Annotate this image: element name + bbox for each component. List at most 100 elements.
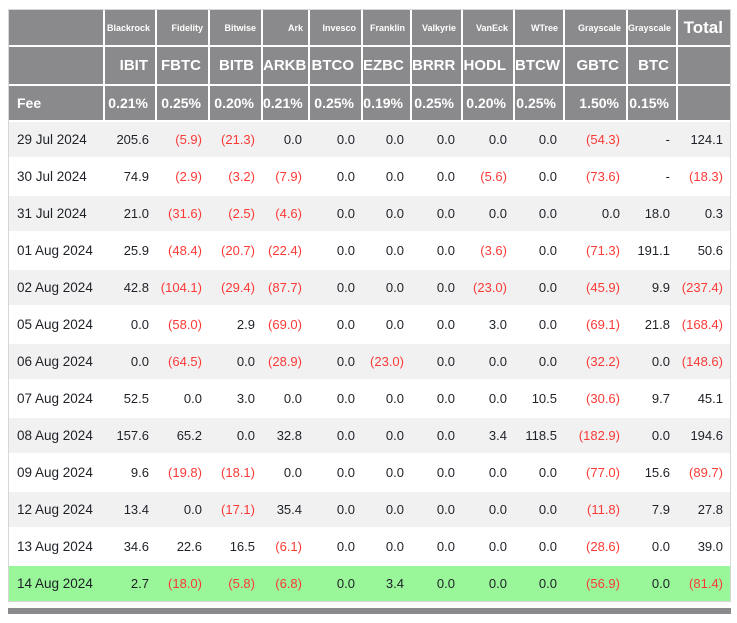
flow-cell: 0.0 <box>436 391 455 406</box>
flow-cell: (5.6) <box>480 169 507 184</box>
flow-cell: 0.0 <box>538 502 557 517</box>
fee-cell: 0.25% <box>309 85 363 122</box>
date-cell: 06 Aug 2024 <box>17 354 93 369</box>
total-cell: (237.4) <box>681 280 723 295</box>
table-header: Blackrock Fidelity Bitwise Ark Invesco Frankl… <box>9 10 730 122</box>
date-cell: 05 Aug 2024 <box>17 317 93 332</box>
flow-cell: 0.0 <box>538 576 557 591</box>
fee-row-label: Fee <box>9 85 105 122</box>
total-cell: 39.0 <box>697 539 723 554</box>
flow-cell: (64.5) <box>168 354 202 369</box>
issuer-header-cell: Invesco <box>309 10 363 47</box>
flow-cell: (5.9) <box>175 132 202 147</box>
flow-cell: 0.0 <box>385 502 404 517</box>
flow-cell: 0.0 <box>538 243 557 258</box>
flow-cell: (69.0) <box>268 317 302 332</box>
flow-cell: 65.2 <box>176 428 202 443</box>
flow-cell: 3.4 <box>488 428 507 443</box>
issuer-header-cell: Grayscale <box>564 10 628 47</box>
total-cell: 194.6 <box>690 428 723 443</box>
table-body: 29 Jul 2024 205.6 (5.9) (21.3) 0.0 0.0 0.0 0.0 0… <box>9 121 730 601</box>
flow-cell: (71.3) <box>586 243 620 258</box>
flow-cell: 2.7 <box>130 576 149 591</box>
flow-cell: (56.9) <box>586 576 620 591</box>
flow-cell: (104.1) <box>160 280 202 295</box>
flow-cell: 0.0 <box>283 132 302 147</box>
flow-cell: 0.0 <box>436 243 455 258</box>
flow-cell: 0.0 <box>336 317 355 332</box>
table-row: 12 Aug 2024 13.4 0.0 (17.1) 35.4 0.0 0.0 0.0 0.0… <box>9 491 730 528</box>
flow-cell: 0.0 <box>336 169 355 184</box>
flow-cell: 0.0 <box>488 354 507 369</box>
flow-cell: 0.0 <box>336 206 355 221</box>
flow-cell: (6.8) <box>275 576 302 591</box>
total-blank-cell <box>677 46 730 86</box>
cutoff-footer-row <box>8 608 731 614</box>
flow-cell: 0.0 <box>488 391 507 406</box>
issuer-header-cell: Grayscale <box>627 10 678 47</box>
flow-cell: 0.0 <box>651 354 670 369</box>
flow-cell: 0.0 <box>336 576 355 591</box>
flow-cell: (11.8) <box>587 502 620 517</box>
issuer-header-cell: Valkyrie <box>411 10 463 47</box>
flow-cell: 0.0 <box>488 465 507 480</box>
flow-cell: 0.0 <box>336 428 355 443</box>
flow-cell: (48.4) <box>168 243 202 258</box>
etf-flows-table-container: Blackrock Fidelity Bitwise Ark Invesco Frankl… <box>8 9 731 602</box>
flow-cell: 191.1 <box>637 243 670 258</box>
flow-cell: 0.0 <box>183 391 202 406</box>
fee-cell: 0.21% <box>262 85 310 122</box>
ticker-header-cell: FBTC <box>156 46 210 86</box>
flow-cell: (7.9) <box>275 169 302 184</box>
flow-cell: 21.0 <box>123 206 149 221</box>
flow-cell: (182.9) <box>578 428 620 443</box>
flow-cell: (69.1) <box>586 317 620 332</box>
flow-cell: (73.6) <box>586 169 620 184</box>
total-cell: (18.3) <box>689 169 723 184</box>
flow-cell: 0.0 <box>385 243 404 258</box>
flow-cell: (18.0) <box>168 576 202 591</box>
flow-cell: 118.5 <box>525 428 557 443</box>
flow-cell: 9.7 <box>651 391 670 406</box>
fee-cell: 0.20% <box>462 85 515 122</box>
fee-cell: 0.21% <box>104 85 157 122</box>
flow-cell: 9.6 <box>130 465 149 480</box>
fee-cell: 0.25% <box>514 85 565 122</box>
flow-cell: 0.0 <box>385 428 404 443</box>
flow-cell: 0.0 <box>283 391 302 406</box>
ticker-blank-cell <box>9 46 105 86</box>
flow-cell: 0.0 <box>538 465 557 480</box>
flow-cell: (28.9) <box>268 354 302 369</box>
flow-cell: 0.0 <box>130 317 149 332</box>
flow-cell: 3.4 <box>385 576 404 591</box>
flow-cell: (31.6) <box>168 206 202 221</box>
flow-cell: 21.8 <box>644 317 670 332</box>
fee-cell: 0.20% <box>209 85 263 122</box>
total-header-cell: Total <box>677 10 730 47</box>
flow-cell: 0.0 <box>488 206 507 221</box>
flow-cell: 0.0 <box>436 428 455 443</box>
flow-cell: (18.1) <box>221 465 255 480</box>
date-cell: 09 Aug 2024 <box>17 465 93 480</box>
ticker-header-cell: BTCW <box>514 46 565 86</box>
flow-cell: (22.4) <box>268 243 302 258</box>
date-cell: 29 Jul 2024 <box>17 132 87 147</box>
table-row: 31 Jul 2024 21.0 (31.6) (2.5) (4.6) 0.0 0.0 0.0… <box>9 195 730 232</box>
date-cell: 08 Aug 2024 <box>17 428 93 443</box>
total-cell: 27.8 <box>697 502 723 517</box>
issuer-header-cell: Franklin <box>362 10 412 47</box>
flow-cell: 0.0 <box>336 354 355 369</box>
flow-cell: 34.6 <box>123 539 149 554</box>
flow-cell: 0.0 <box>183 502 202 517</box>
flow-cell: 0.0 <box>538 132 557 147</box>
flow-cell: 0.0 <box>385 317 404 332</box>
flow-cell: (3.2) <box>228 169 255 184</box>
fee-cell: 0.15% <box>627 85 678 122</box>
flow-cell: 25.9 <box>123 243 149 258</box>
ticker-header-cell: BRRR <box>411 46 463 86</box>
flow-cell: (58.0) <box>168 317 202 332</box>
date-cell: 14 Aug 2024 <box>17 576 93 591</box>
flow-cell: 0.0 <box>283 465 302 480</box>
flow-cell: 32.8 <box>276 428 302 443</box>
date-cell: 31 Jul 2024 <box>17 206 87 221</box>
